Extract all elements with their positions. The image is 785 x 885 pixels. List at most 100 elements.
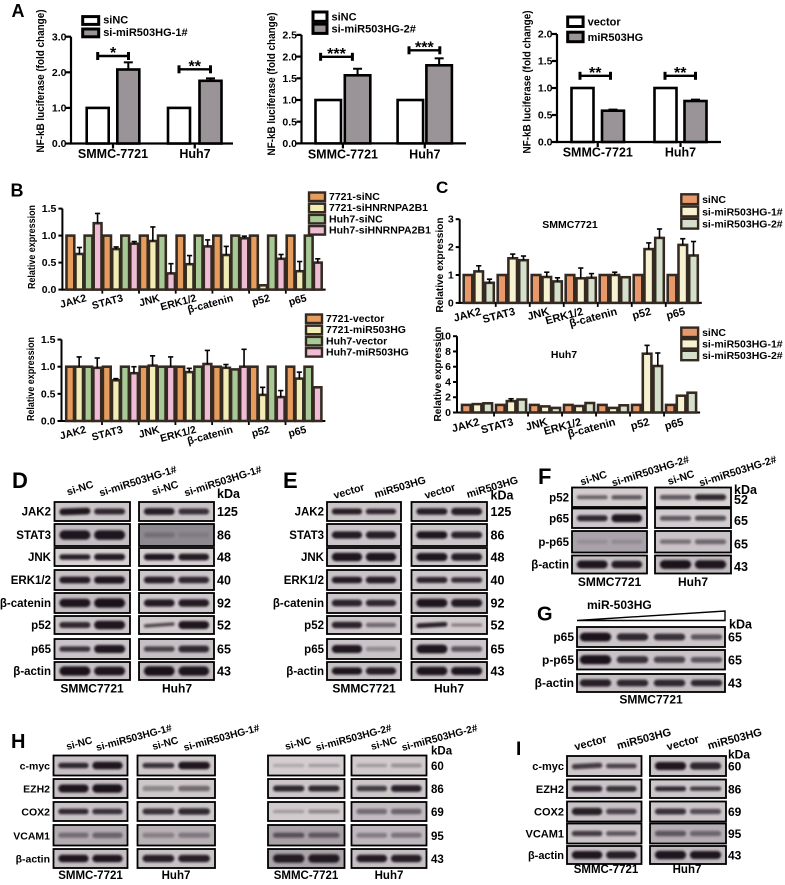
svg-text:NF-kB luciferase (fold change): NF-kB luciferase (fold change) [35,9,47,152]
svg-text:86: 86 [728,782,742,796]
svg-text:p65: p65 [553,630,574,644]
svg-text:si-miR503HG-1#: si-miR503HG-1# [103,27,187,39]
svg-text:p52: p52 [549,492,569,504]
svg-text:EZH2: EZH2 [536,784,564,796]
svg-text:65: 65 [728,653,742,667]
svg-text:***: *** [327,46,346,63]
svg-text:ERK1/2: ERK1/2 [284,575,324,587]
svg-text:siNC: siNC [103,15,128,27]
svg-text:1.5: 1.5 [41,334,56,346]
svg-text:A: A [12,1,25,21]
svg-text:43: 43 [217,665,231,679]
svg-text:95: 95 [431,831,444,843]
svg-text:siNC: siNC [332,12,357,24]
svg-text:SMMC-7721: SMMC-7721 [274,870,339,882]
svg-text:**: ** [189,58,202,75]
svg-text:EZH2: EZH2 [23,784,50,796]
svg-text:4: 4 [445,376,451,388]
svg-text:JNK: JNK [524,416,548,433]
svg-text:Huh7: Huh7 [665,146,696,160]
svg-text:52: 52 [734,493,748,507]
svg-text:86: 86 [431,784,444,796]
svg-text:β-catenin: β-catenin [273,598,324,610]
svg-text:69: 69 [431,807,444,819]
svg-text:p52: p52 [304,620,324,632]
svg-text:65: 65 [217,643,231,657]
svg-text:86: 86 [217,529,231,543]
svg-text:STAT3: STAT3 [16,530,51,542]
svg-text:ERK1/2: ERK1/2 [11,575,51,587]
svg-text:7721-miR503HG: 7721-miR503HG [326,324,406,336]
svg-text:p65: p65 [665,306,686,323]
svg-text:1.0: 1.0 [282,95,297,107]
svg-text:p-p65: p-p65 [538,537,569,549]
svg-text:40: 40 [217,574,231,588]
svg-text:p52: p52 [631,306,652,323]
svg-text:92: 92 [217,597,231,611]
svg-text:0.0: 0.0 [282,138,297,150]
svg-text:kDa: kDa [729,618,753,632]
svg-text:JNK: JNK [301,552,325,564]
svg-text:65: 65 [734,514,748,528]
svg-text:si-miR503HG-2#: si-miR503HG-2# [332,24,416,36]
svg-text:**: ** [674,65,687,82]
svg-text:p52: p52 [251,292,272,308]
svg-text:β-actin: β-actin [16,854,50,866]
svg-text:SMMC7721: SMMC7721 [332,682,396,696]
svg-text:p52: p52 [250,424,271,440]
svg-text:1: 1 [448,270,454,282]
svg-text:48: 48 [491,551,505,565]
svg-text:10: 10 [439,331,451,343]
svg-text:JAK2: JAK2 [22,507,51,519]
svg-text:E: E [283,468,298,493]
svg-text:I: I [516,739,521,760]
svg-text:siNC: siNC [702,194,726,206]
svg-text:SMMC7721: SMMC7721 [578,575,642,589]
svg-text:JNK: JNK [138,292,162,309]
svg-text:*: * [110,45,117,62]
svg-text:65: 65 [728,631,742,645]
svg-text:si-miR503HG-1#: si-miR503HG-1# [702,339,783,351]
svg-text:p65: p65 [304,644,324,656]
svg-text:65: 65 [734,537,748,551]
svg-text:43: 43 [734,560,748,574]
svg-text:43: 43 [728,677,742,691]
svg-text:SMMC-7721: SMMC-7721 [574,864,639,876]
svg-text:p52: p52 [629,416,650,433]
svg-text:NF-kB luciferase (fold change): NF-kB luciferase (fold change) [266,12,278,155]
svg-text:Huh7: Huh7 [375,870,404,882]
svg-text:kDa: kDa [491,489,515,503]
svg-text:52: 52 [491,619,505,633]
svg-text:STAT3: STAT3 [289,530,324,542]
svg-text:3: 3 [448,214,454,226]
svg-text:48: 48 [217,551,231,565]
svg-text:0: 0 [448,297,454,309]
svg-text:2: 2 [448,242,454,254]
svg-text:7721-siNC: 7721-siNC [329,191,380,203]
svg-text:0.0: 0.0 [538,137,553,149]
svg-text:β-catenin: β-catenin [0,598,51,610]
svg-text:B: B [11,181,24,201]
svg-text:1.0: 1.0 [538,83,553,95]
svg-text:p65: p65 [31,644,51,656]
svg-text:siNC: siNC [702,327,726,339]
svg-text:JAK2: JAK2 [295,507,324,519]
svg-text:Huh7: Huh7 [673,864,702,876]
svg-text:60: 60 [431,761,444,773]
svg-text:0.5: 0.5 [41,388,56,400]
svg-text:125: 125 [217,505,238,519]
svg-text:0.0: 0.0 [42,284,57,296]
svg-text:86: 86 [491,529,505,543]
svg-text:miR-503HG: miR-503HG [587,598,652,612]
svg-text:0.5: 0.5 [538,110,553,122]
svg-text:2.0: 2.0 [52,67,67,79]
svg-text:p-p65: p-p65 [542,653,574,667]
svg-text:Huh7: Huh7 [179,147,210,161]
svg-text:c-myc: c-myc [20,761,51,773]
svg-text:65: 65 [491,643,505,657]
svg-text:0.5: 0.5 [282,116,297,128]
svg-text:0: 0 [445,407,451,419]
svg-text:2.0: 2.0 [282,51,297,63]
svg-text:Huh7-siNC: Huh7-siNC [329,213,383,225]
svg-text:Huh7-miR503HG: Huh7-miR503HG [326,347,409,359]
